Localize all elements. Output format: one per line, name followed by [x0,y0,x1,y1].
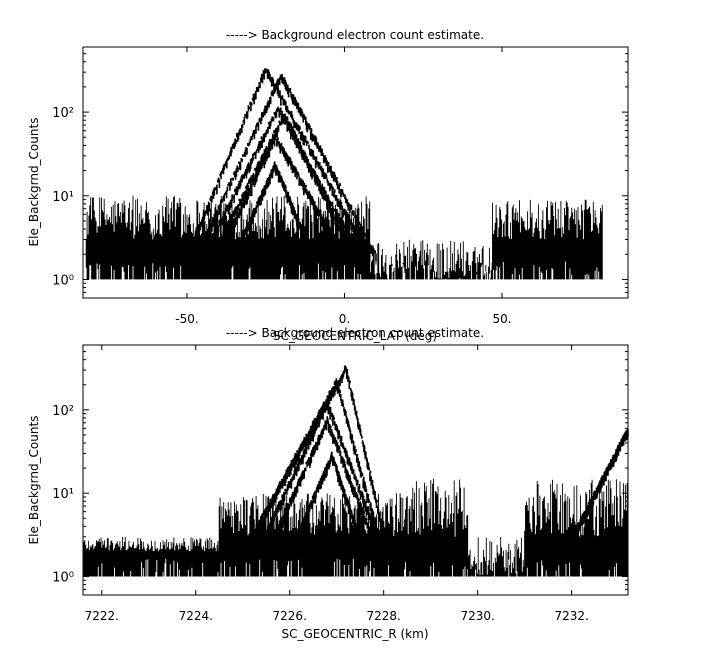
series-4-noise [524,479,628,577]
y-tick-label: 10² [52,106,74,121]
y-tick-label: 10⁰ [52,571,74,586]
chart-panel-bottom: -----> Background electron count estimat… [27,326,629,641]
y-axis-ticks: 10⁰ 10¹ 10² [52,46,628,299]
series-10-arc [570,428,629,547]
x-axis-ticks: -50. 0. 50. [175,47,512,326]
y-tick-label: 10² [52,404,74,419]
y-axis-label: Ele_Backgrnd_Counts [27,118,41,247]
x-tick-label: 7226. [273,609,307,623]
chart-title: -----> Background electron count estimat… [226,326,484,340]
x-tick-label: 0. [339,312,350,326]
x-axis-label: SC_GEOCENTRIC_LAT (deg) [273,329,437,343]
series-9-arc [288,451,366,562]
series-3-noise [467,537,525,577]
y-tick-label: 10¹ [52,190,74,205]
series-0-noise [82,536,220,577]
x-tick-label: 7232. [554,609,588,623]
y-tick-label: 10⁰ [52,273,74,288]
series-3-arc [186,68,371,262]
series-2-noise [492,199,603,280]
series-2-noise [411,478,469,577]
x-axis-label: SC_GEOCENTRIC_R (km) [282,627,429,641]
series-1-noise [369,239,493,280]
x-tick-label: 7222. [85,609,119,623]
series-7-arc [217,132,346,263]
plot-frame [82,46,629,299]
x-axis-ticks: 7222. 7224. 7226. 7228. 7230. 7232. [85,345,589,623]
x-tick-label: -50. [175,312,198,326]
chart-title: -----> Background electron count estimat… [226,28,484,42]
plot-frame [82,344,629,596]
chart-panel-top: -----> Background electron count estimat… [27,28,629,343]
series-7-arc [256,398,385,561]
data-marks [85,68,603,280]
y-tick-label: 10¹ [52,487,74,502]
x-tick-label: 7228. [367,609,401,623]
y-axis-ticks: 10⁰ 10¹ 10² [52,344,628,596]
data-marks [82,365,629,577]
x-tick-label: 50. [492,312,511,326]
x-tick-label: 7230. [460,609,494,623]
y-axis-label: Ele_Backgrnd_Counts [27,416,41,545]
series-8-arc [233,161,314,264]
series-8-arc [265,416,380,557]
x-tick-label: 7224. [179,609,213,623]
series-4-arc [195,74,377,262]
